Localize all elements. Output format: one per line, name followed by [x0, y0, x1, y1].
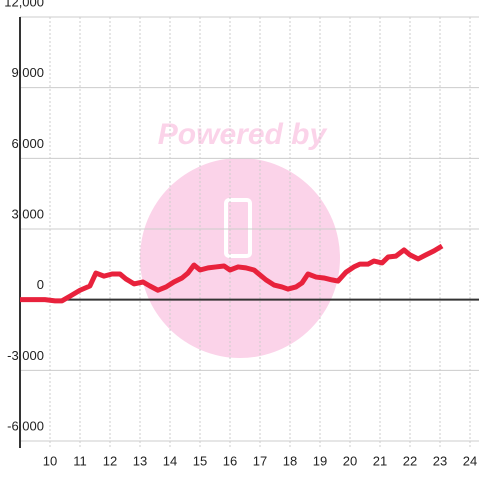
x-tick-label: 17	[253, 453, 267, 468]
x-tick-label: 23	[433, 453, 447, 468]
x-tick-label: 19	[313, 453, 327, 468]
x-tick-label: 10	[43, 453, 57, 468]
y-tick-label: 9,000	[11, 65, 44, 80]
y-tick-label: 3,000	[11, 206, 44, 221]
y-tick-label: -6,000	[7, 418, 44, 433]
x-tick-label: 20	[343, 453, 357, 468]
x-tick-label: 24	[463, 453, 477, 468]
y-tick-label: 12,000	[4, 0, 44, 9]
x-tick-label: 15	[193, 453, 207, 468]
watermark-text: Powered by	[158, 118, 328, 151]
y-tick-label: 6,000	[11, 136, 44, 151]
watermark-icon	[224, 198, 252, 258]
x-tick-label: 14	[163, 453, 177, 468]
x-tick-label: 18	[283, 453, 297, 468]
data-line	[20, 243, 444, 304]
x-tick-label: 16	[223, 453, 237, 468]
y-tick-label: -3,000	[7, 348, 44, 363]
x-tick-label: 22	[403, 453, 417, 468]
y-tick-label: 0	[37, 277, 44, 292]
x-tick-label: 11	[73, 453, 87, 468]
x-tick-label: 12	[103, 453, 117, 468]
x-tick-label: 13	[133, 453, 147, 468]
x-tick-label: 21	[373, 453, 387, 468]
